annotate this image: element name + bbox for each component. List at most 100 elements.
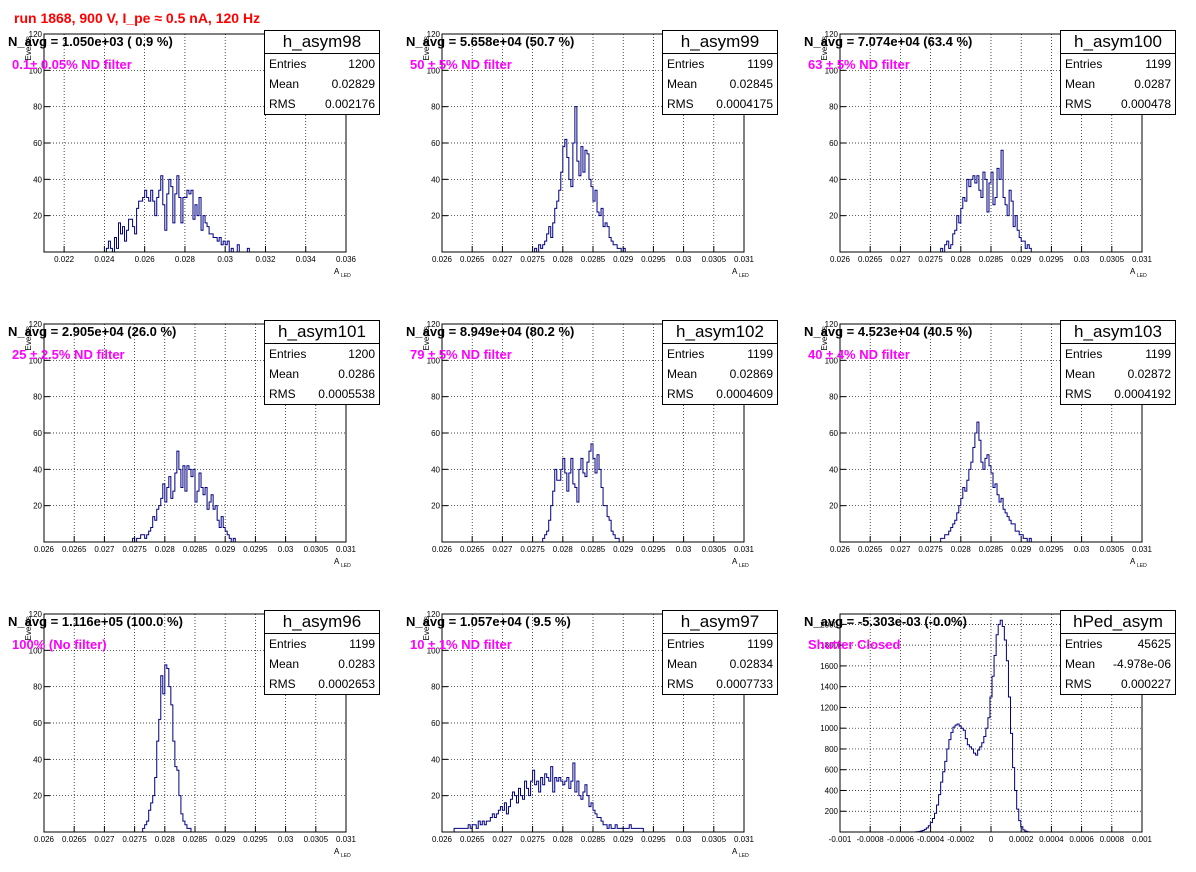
x-tick-label: 0.0275 <box>520 835 545 844</box>
rms-value: 0.000227 <box>1120 677 1171 691</box>
x-tick-label: 0.0285 <box>183 545 208 554</box>
y-tick-label: 100 <box>825 356 839 365</box>
y-tick-label: 20 <box>431 502 440 511</box>
histogram-plot: 0.026 0.0265 0.027 0.0275 0.028 0.0285 0.029 0.… <box>422 320 755 569</box>
rms-label: RMS <box>269 387 296 401</box>
mean-label: Mean <box>1065 77 1096 91</box>
y-tick-label: 1600 <box>820 662 838 671</box>
y-tick-label: 1200 <box>820 703 838 712</box>
x-tick-label: 0.0305 <box>1100 545 1125 554</box>
x-tick-label: 0.0305 <box>1100 255 1125 264</box>
y-tick-label: 100 <box>427 356 441 365</box>
x-tick-label: 0.0265 <box>62 545 87 554</box>
y-tick-label: 20 <box>829 502 838 511</box>
entries-label: Entries <box>1065 347 1103 361</box>
x-tick-label: 0.0004 <box>1039 835 1064 844</box>
x-tick-label: 0.0275 <box>918 545 943 554</box>
stats-box: h_asym103 Entries 1199 Mean 0.02872 RMS 0.0… <box>1060 320 1176 405</box>
y-tick-label: 400 <box>825 786 839 795</box>
y-tick-label: 40 <box>431 175 440 184</box>
filter-label: 10 ± 1% ND filter <box>410 637 512 652</box>
filter-label: 25 ± 2.5% ND filter <box>12 347 125 362</box>
x-tick-label: 0.034 <box>296 255 317 264</box>
navg-label: N_avg = 1.057e+04 ( 9.5 %) <box>406 614 571 629</box>
rms-value: 0.0004192 <box>1114 387 1171 401</box>
x-tick-label: 0.029 <box>613 545 634 554</box>
x-tick-label: 0.0295 <box>641 835 666 844</box>
y-tick-label: 40 <box>33 175 42 184</box>
entries-value: 45625 <box>1137 637 1171 651</box>
x-tick-label: 0.0265 <box>460 545 485 554</box>
y-tick-label: 120 <box>29 610 43 619</box>
y-tick-label: 40 <box>33 755 42 764</box>
x-tick-label: 0.03 <box>278 545 294 554</box>
y-tick-label: 80 <box>431 683 440 692</box>
x-tick-label: 0.0295 <box>243 545 268 554</box>
histogram-panel-8: 0.026 0.0265 0.027 0.0275 0.028 0.0285 0.029 0.… <box>398 610 778 860</box>
x-tick-label: 0.028 <box>553 835 574 844</box>
stats-box: h_asym102 Entries 1199 Mean 0.02869 RMS 0.0… <box>662 320 778 405</box>
x-axis-label-subscript: LED <box>341 853 351 859</box>
x-tick-label: -0.001 <box>829 835 852 844</box>
stats-box: h_asym98 Entries 1200 Mean 0.02829 RMS 0.00… <box>264 30 380 115</box>
x-tick-label: 0.03 <box>217 255 233 264</box>
y-tick-label: 1800 <box>820 641 838 650</box>
histogram-name: h_asym101 <box>265 321 379 344</box>
entries-value: 1199 <box>747 347 773 361</box>
x-tick-label: 0.032 <box>255 255 276 264</box>
mean-label: Mean <box>269 367 300 381</box>
y-tick-label: 1400 <box>820 683 838 692</box>
navg-label: N_avg = 8.949e+04 (80.2 %) <box>406 324 575 339</box>
y-tick-label: 40 <box>431 755 440 764</box>
navg-label: N_avg = 2.905e+04 (26.0 %) <box>8 324 177 339</box>
x-tick-label: 0.0002 <box>1009 835 1034 844</box>
mean-label: Mean <box>269 657 300 671</box>
x-tick-label: 0.001 <box>1132 835 1153 844</box>
y-tick-label: 20 <box>829 212 838 221</box>
rms-value: 0.0004609 <box>716 387 773 401</box>
x-tick-label: 0.027 <box>890 255 911 264</box>
y-tick-label: 100 <box>427 646 441 655</box>
x-tick-label: 0.026 <box>432 255 453 264</box>
histogram-series <box>840 149 1142 253</box>
y-tick-label: 800 <box>825 745 839 754</box>
histogram-name: h_asym103 <box>1061 321 1175 344</box>
x-tick-label: 0.0285 <box>979 255 1004 264</box>
histogram-name: h_asym99 <box>663 31 777 54</box>
histogram-name: h_asym97 <box>663 611 777 634</box>
y-axis-label: Events <box>422 36 431 60</box>
x-tick-label: 0.0008 <box>1100 835 1125 844</box>
navg-label: N_avg = 5.658e+04 (50.7 %) <box>406 34 575 49</box>
entries-label: Entries <box>1065 637 1103 651</box>
y-axis-label: Events <box>24 36 33 60</box>
entries-label: Entries <box>667 57 705 71</box>
x-tick-label: 0.0265 <box>460 835 485 844</box>
mean-label: Mean <box>667 367 698 381</box>
y-tick-label: 60 <box>33 139 42 148</box>
x-tick-label: 0.0295 <box>1039 255 1064 264</box>
x-tick-label: 0.03 <box>676 545 692 554</box>
mean-label: Mean <box>667 77 698 91</box>
y-axis-label: Events <box>24 616 33 640</box>
histogram-plot: 0.026 0.0265 0.027 0.0275 0.028 0.0285 0.029 0.… <box>820 320 1153 569</box>
rms-value: 0.0005538 <box>318 387 375 401</box>
entries-value: 1199 <box>349 637 375 651</box>
entries-value: 1200 <box>348 57 375 71</box>
x-tick-label: 0.028 <box>951 255 972 264</box>
x-tick-label: 0.026 <box>135 255 156 264</box>
x-axis-label: A <box>334 557 340 566</box>
x-tick-label: 0.031 <box>734 255 755 264</box>
x-tick-label: 0.0285 <box>581 545 606 554</box>
mean-label: Mean <box>269 77 300 91</box>
x-axis-label-subscript: LED <box>739 563 749 569</box>
mean-label: Mean <box>667 657 698 671</box>
rms-label: RMS <box>269 97 296 111</box>
y-tick-label: 40 <box>829 465 838 474</box>
y-tick-label: 100 <box>825 66 839 75</box>
stats-box: h_asym96 Entries 1199 Mean 0.0283 RMS 0.000… <box>264 610 380 695</box>
x-tick-label: 0.0285 <box>581 255 606 264</box>
x-tick-label: 0.027 <box>492 545 513 554</box>
mean-value: 0.0283 <box>338 657 375 671</box>
y-tick-label: 80 <box>33 683 42 692</box>
mean-value: 0.02834 <box>729 657 773 671</box>
